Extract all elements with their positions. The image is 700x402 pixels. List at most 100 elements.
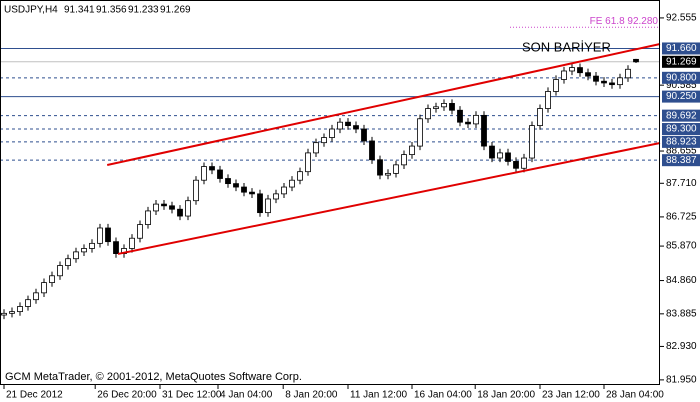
x-tick-label: 23 Jan 12:00	[542, 390, 600, 401]
footer: GCM MetaTrader, © 2001-2012, MetaQuotes …	[5, 371, 302, 383]
level-label: 90.800	[666, 72, 697, 83]
candle-body	[457, 109, 463, 123]
y-tick-label: 90.585	[666, 80, 697, 91]
y-tick-label: 92.555	[666, 13, 697, 24]
candle-body	[281, 186, 287, 195]
level-label-box	[662, 135, 700, 148]
candle-body	[377, 159, 383, 176]
y-tick-label: 87.710	[666, 178, 697, 189]
x-tick-label: 21 Dec 2012	[6, 390, 63, 401]
last-close: 91.269	[160, 5, 191, 16]
candle-body	[441, 103, 447, 108]
candle-body	[145, 210, 151, 225]
candle-body	[177, 208, 183, 217]
candle-body	[241, 186, 247, 193]
candle-body	[513, 161, 519, 169]
candle-body	[17, 306, 23, 313]
candle-body	[265, 198, 271, 214]
candle-body	[569, 67, 575, 72]
y-tick-label: 81.950	[666, 375, 697, 386]
y-tick-label: 85.870	[666, 241, 697, 252]
last-high: 91.356	[96, 5, 127, 16]
candle-body	[617, 77, 623, 86]
candle-body	[233, 183, 239, 188]
candle-body	[113, 241, 119, 254]
candle-body	[89, 242, 95, 249]
candle-body	[185, 200, 191, 217]
candle-body	[153, 203, 159, 212]
plot-area: FE 61.8 92.280	[0, 16, 661, 320]
candle-body	[321, 137, 327, 144]
candle-body	[481, 114, 487, 147]
level-label-box	[662, 123, 700, 136]
candle-body	[1, 312, 7, 316]
candle-body	[25, 299, 31, 307]
candle-body	[393, 164, 399, 174]
level-label: 89.692	[666, 110, 697, 121]
plot-frame	[0, 0, 660, 385]
candle-body	[337, 121, 343, 130]
candle-body	[633, 58, 639, 63]
candle-body	[465, 121, 471, 125]
candle-body	[609, 82, 615, 86]
candle-body	[385, 172, 391, 176]
candle-body	[129, 237, 135, 249]
candle-body	[9, 311, 15, 314]
y-tick-label: 88.655	[666, 146, 697, 157]
candle-body	[305, 152, 311, 173]
candle-body	[161, 203, 167, 207]
candle-body	[345, 121, 351, 127]
candle-body	[521, 157, 527, 169]
candle-body	[545, 91, 551, 109]
level-label: 88.923	[666, 137, 697, 148]
candle-body	[297, 171, 303, 181]
candle-body	[529, 125, 535, 159]
candle-body	[329, 128, 335, 138]
x-tick-label: 11 Jan 12:00	[350, 390, 408, 401]
level-label-box	[662, 90, 700, 103]
candle-body	[81, 248, 87, 253]
candle-body	[601, 80, 607, 84]
price-label: 91.269	[666, 56, 697, 67]
level-label-box	[662, 109, 700, 122]
candle-body	[593, 75, 599, 82]
candle-body	[625, 68, 631, 79]
fib-label: FE 61.8 92.280	[590, 16, 659, 27]
candle-body	[361, 128, 367, 142]
level-label: 90.250	[666, 91, 697, 102]
candle-body	[217, 169, 223, 179]
candle-body	[249, 191, 255, 195]
price-box	[662, 55, 700, 68]
candle-body	[97, 227, 103, 244]
level-label: 91.660	[666, 43, 697, 54]
candle-body	[473, 114, 479, 125]
candle-body	[433, 106, 439, 109]
x-tick-label: 4 Jan 04:00	[220, 390, 273, 401]
candle-body	[169, 205, 175, 210]
level-label-box	[662, 154, 700, 167]
trend-line	[117, 142, 661, 255]
candle-body	[409, 145, 415, 156]
candle-body	[353, 125, 359, 130]
x-tick-label: 16 Jan 04:00	[414, 390, 472, 401]
candle-body	[489, 145, 495, 159]
candle-body	[105, 227, 111, 243]
candle-body	[273, 193, 279, 200]
x-tick-label: 18 Jan 20:00	[477, 390, 535, 401]
candle-body	[417, 118, 423, 147]
candle-body	[585, 72, 591, 77]
header: USDJPY,H4 91.341 91.356 91.233 91.269	[4, 5, 191, 16]
candle-body	[561, 70, 567, 80]
candle-body	[193, 179, 199, 202]
y-tick-label: 82.930	[666, 341, 697, 352]
candle-body	[257, 193, 263, 214]
candle-body	[313, 142, 319, 154]
candle-body	[497, 152, 503, 159]
level-label-box	[662, 71, 700, 84]
annotation: SON BARİYER	[522, 39, 611, 54]
candle-body	[449, 103, 455, 111]
x-tick-label: 28 Jan 04:00	[606, 390, 664, 401]
candle-body	[73, 251, 79, 260]
